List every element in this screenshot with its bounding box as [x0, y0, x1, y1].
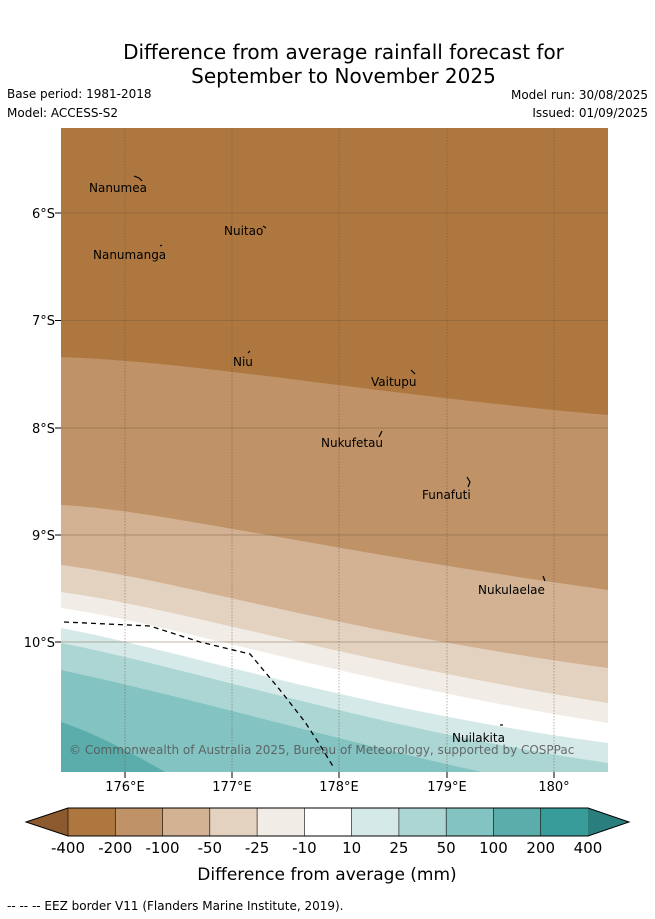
- colorbar-min-extend: [26, 808, 68, 836]
- colorbar-tick-label: 100: [479, 839, 508, 857]
- eez-border: [63, 621, 335, 769]
- lat-axis: 6°S 7°S 8°S 9°S 10°S: [24, 207, 61, 651]
- issued-date: Issued: 01/09/2025: [532, 106, 648, 120]
- colorbar-title: Difference from average (mm): [197, 865, 456, 885]
- eez-footnote: -- -- -- EEZ border V11 (Flanders Marine…: [7, 899, 344, 913]
- island-shape-nanumea: [133, 175, 143, 182]
- title-line-1: Difference from average rainfall forecas…: [123, 40, 564, 64]
- island-labels: Nanumea Nuitao Nanumanga Niu Vaitupu Nuk…: [89, 181, 545, 745]
- colorbar-tick-label: -10: [292, 839, 317, 857]
- island-shape-nukulaelae: [542, 575, 546, 582]
- island-shape-funafuti: [466, 476, 471, 488]
- island-shape-niu: [247, 350, 251, 354]
- lat-label-6s: 6°S: [32, 207, 55, 222]
- colorbar-tick-label: -400: [51, 839, 85, 857]
- lat-gridlines: [61, 212, 608, 643]
- colorbar-tick-label: -100: [146, 839, 180, 857]
- island-shape-vaitupu: [410, 369, 416, 375]
- lat-label-9s: 9°S: [32, 529, 55, 544]
- copyright-notice: © Commonwealth of Australia 2025, Bureau…: [69, 743, 574, 757]
- colorbar-tick-label: 200: [526, 839, 555, 857]
- colorbar-tick-label: -25: [245, 839, 270, 857]
- colorbar-segment: [114, 807, 164, 837]
- lat-label-10s: 10°S: [24, 636, 55, 651]
- lon-label-176e: 176°E: [105, 780, 145, 795]
- colorbar-max-extend: [588, 808, 629, 836]
- island-label-nanumea: Nanumea: [89, 181, 147, 195]
- colorbar: -400 -200 -100 -50 -25 -10 10 25 50 100 200 400 Dif…: [24, 807, 631, 885]
- island-shape-nukufetau: [378, 430, 383, 438]
- island-label-vaitupu: Vaitupu: [371, 375, 417, 389]
- rainfall-map: Nanumea Nuitao Nanumanga Niu Vaitupu Nuk…: [61, 128, 608, 772]
- model-run: Model run: 30/08/2025: [510, 88, 648, 102]
- island-outlines: [133, 175, 546, 726]
- colorbar-segment: [162, 807, 211, 837]
- island-label-nanumanga: Nanumanga: [93, 248, 166, 262]
- colorbar-tick-label: 25: [389, 839, 408, 857]
- band-wet-100: [61, 670, 482, 772]
- colorbar-tick-label: 10: [342, 839, 361, 857]
- colorbar-segment: [398, 807, 447, 837]
- island-label-funafuti: Funafuti: [422, 488, 471, 502]
- band-wet-200: [61, 722, 166, 772]
- colorbar-segment: [351, 807, 400, 837]
- island-shape-nuitao: [262, 225, 267, 229]
- lat-label-8s: 8°S: [32, 422, 55, 437]
- map-title: Difference from average rainfall forecas…: [0, 40, 655, 88]
- colorbar-segment: [445, 807, 495, 837]
- lon-gridlines: [124, 128, 555, 772]
- island-label-nukulaelae: Nukulaelae: [478, 583, 545, 597]
- island-label-nukufetau: Nukufetau: [321, 436, 383, 450]
- colorbar-segment: [493, 807, 542, 837]
- lon-label-179e: 179°E: [427, 780, 467, 795]
- island-label-nuilakita: Nuilakita: [452, 731, 505, 745]
- colorbar-segment: [67, 807, 116, 837]
- colorbar-tick-label: -50: [198, 839, 223, 857]
- lon-label-180: 180°: [538, 780, 569, 795]
- title-line-2: September to November 2025: [191, 64, 496, 88]
- colorbar-outline: [24, 807, 631, 837]
- island-label-nuitao: Nuitao: [224, 224, 263, 238]
- island-label-niu: Niu: [233, 355, 253, 369]
- colorbar-tick-label: 50: [437, 839, 456, 857]
- colorbar-segments: [67, 807, 589, 837]
- lon-label-178e: 178°E: [319, 780, 359, 795]
- colorbar-segment: [304, 807, 353, 837]
- colorbar-tick-label: 400: [574, 839, 603, 857]
- island-shape-nanumanga: [159, 244, 163, 247]
- lat-label-7s: 7°S: [32, 314, 55, 329]
- map-figure: Nanumea Nuitao Nanumanga Niu Vaitupu Nuk…: [24, 128, 631, 885]
- colorbar-segment: [256, 807, 306, 837]
- model-name: Model: ACCESS-S2: [7, 106, 119, 120]
- colorbar-labels: -400 -200 -100 -50 -25 -10 10 25 50 100 200 400: [51, 839, 602, 857]
- colorbar-segment: [540, 807, 589, 837]
- base-period: Base period: 1981-2018: [7, 87, 152, 101]
- lon-label-177e: 177°E: [212, 780, 252, 795]
- colorbar-tick-label: -200: [98, 839, 132, 857]
- colorbar-segment: [209, 807, 258, 837]
- lon-axis: 176°E 177°E 178°E 179°E 180°: [105, 772, 570, 795]
